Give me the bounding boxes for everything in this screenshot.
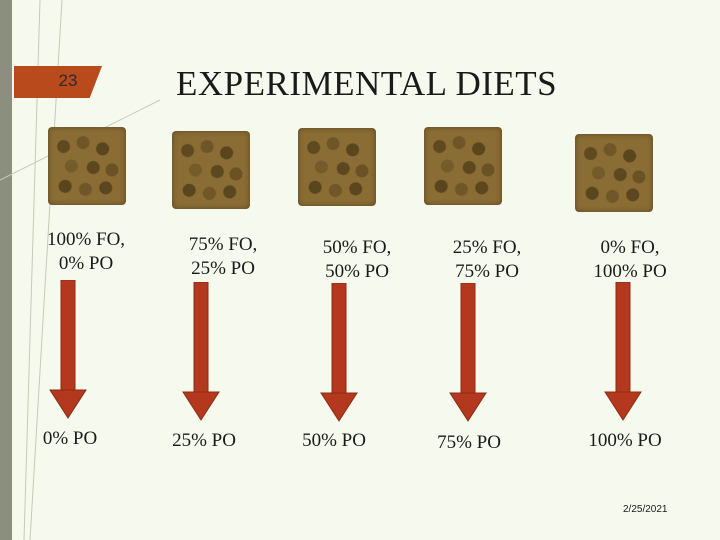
down-arrow (449, 283, 487, 422)
diet-input-label: 50% FO, 50% PO (287, 236, 427, 284)
diet-output-label: 25% PO (172, 430, 236, 451)
slide-date: 2/25/2021 (623, 504, 668, 515)
left-stripe (0, 0, 12, 540)
fish-feed-pellets-image (172, 131, 250, 209)
slide-number: 23 (58, 71, 78, 90)
down-arrow (604, 282, 642, 421)
diet-output-label: 100% PO (588, 430, 662, 451)
down-arrow (182, 282, 220, 421)
diet-input-label: 0% FO, 100% PO (560, 236, 700, 284)
diet-input-text: 75% FO, 25% PO (188, 234, 258, 279)
diet-input-text: 50% FO, 50% PO (322, 237, 392, 282)
diet-output-label: 50% PO (302, 430, 366, 451)
diet-input-label: 75% FO, 25% PO (153, 233, 293, 281)
diet-output-label: 0% PO (42, 428, 98, 449)
fish-feed-pellets-image (424, 127, 502, 205)
diet-output-label: 75% PO (437, 432, 501, 453)
diet-input-label: 25% FO, 75% PO (417, 236, 557, 284)
slide-title: EXPERIMENTAL DIETS (176, 64, 558, 103)
diet-input-text: 100% FO, 0% PO (46, 229, 126, 274)
diet-input-text: 0% FO, 100% PO (593, 237, 667, 282)
fish-feed-pellets-image (575, 134, 653, 212)
down-arrow (49, 280, 87, 419)
diet-input-label: 100% FO, 0% PO (16, 228, 156, 276)
fish-feed-pellets-image (48, 127, 126, 205)
slide-number-badge (14, 66, 102, 98)
diet-input-text: 25% FO, 75% PO (452, 237, 522, 282)
fish-feed-pellets-image (298, 128, 376, 206)
down-arrow (320, 283, 358, 422)
